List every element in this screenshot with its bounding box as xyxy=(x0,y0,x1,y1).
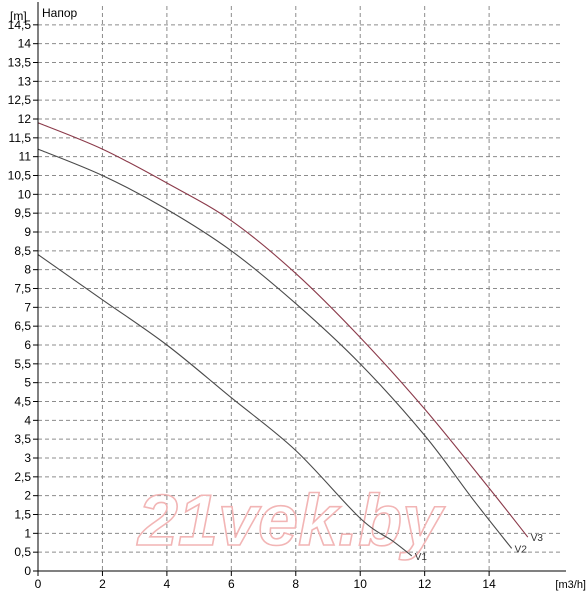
x-tick-label: 2 xyxy=(99,577,106,591)
y-tick-label: 0 xyxy=(24,564,31,578)
x-tick-label: 12 xyxy=(418,577,432,591)
y-tick-label: 7 xyxy=(24,300,31,314)
x-axis-label: [m3/h] xyxy=(555,579,586,591)
y-tick-label: 4 xyxy=(24,413,31,427)
y-tick-label: 9 xyxy=(24,225,31,239)
y-tick-label: 10 xyxy=(18,187,32,201)
y-tick-label: 1,5 xyxy=(14,508,31,522)
chart-title: Напор xyxy=(42,6,78,20)
y-tick-label: 1 xyxy=(24,526,31,540)
labels: 00,511,522,533,544,555,566,577,588,599,5… xyxy=(8,6,586,591)
y-tick-label: 13 xyxy=(18,74,32,88)
y-tick-label: 8,5 xyxy=(14,244,31,258)
series-line-v3 xyxy=(37,122,529,538)
x-tick-label: 0 xyxy=(35,577,42,591)
y-tick-label: 11,5 xyxy=(9,131,32,145)
y-tick-label: 5,5 xyxy=(14,357,31,371)
series-line-v2 xyxy=(37,148,513,549)
x-tick-label: 4 xyxy=(164,577,171,591)
x-tick-label: 10 xyxy=(354,577,368,591)
y-tick-label: 6 xyxy=(24,338,31,352)
series-lines xyxy=(37,122,529,557)
y-tick-label: 7,5 xyxy=(14,282,31,296)
y-tick-label: 9,5 xyxy=(14,206,31,220)
x-tick-label: 6 xyxy=(228,577,235,591)
x-tick-label: 8 xyxy=(292,577,299,591)
y-tick-label: 10,5 xyxy=(8,169,32,183)
series-label-v1: V1 xyxy=(415,552,428,563)
axes xyxy=(33,2,566,576)
y-tick-label: 3,5 xyxy=(14,432,31,446)
x-tick-label: 14 xyxy=(482,577,496,591)
series-label-v3: V3 xyxy=(531,533,544,544)
y-tick-label: 8 xyxy=(24,263,31,277)
y-tick-label: 5 xyxy=(24,376,31,390)
watermark-text: 21vek.by xyxy=(136,481,446,561)
grid xyxy=(38,6,560,571)
y-tick-label: 14 xyxy=(18,37,32,51)
watermark: 21vek.by xyxy=(135,480,447,562)
y-tick-label: 4,5 xyxy=(14,395,31,409)
series-label-v2: V2 xyxy=(515,544,528,555)
series-line-v1 xyxy=(37,254,413,557)
y-tick-label: 13,5 xyxy=(8,56,32,70)
y-tick-label: 12 xyxy=(18,112,32,126)
y-tick-label: 2,5 xyxy=(14,470,31,484)
y-tick-label: 3 xyxy=(24,451,31,465)
y-tick-label: 0,5 xyxy=(14,545,31,559)
y-tick-label: 12,5 xyxy=(8,93,32,107)
y-tick-label: 14,5 xyxy=(8,18,32,32)
y-axis-label: [m] xyxy=(10,9,27,23)
y-tick-label: 2 xyxy=(24,489,31,503)
y-tick-label: 6,5 xyxy=(14,319,31,333)
y-tick-label: 11 xyxy=(19,150,32,164)
